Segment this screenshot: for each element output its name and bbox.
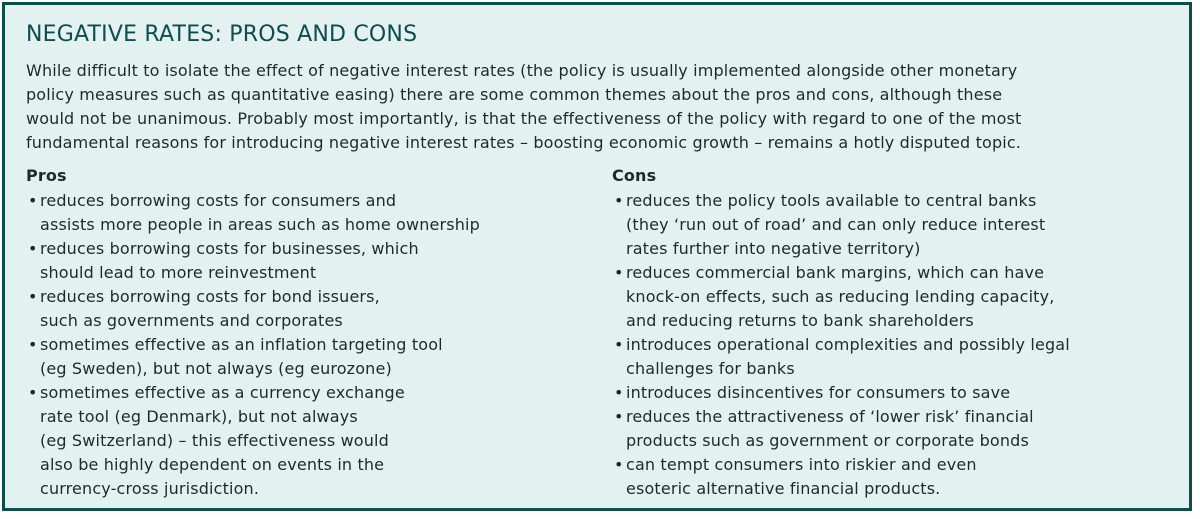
list-item-line: reduces the policy tools available to ce… <box>626 191 1037 210</box>
intro-line: would not be unanimous. Probably most im… <box>26 109 1022 128</box>
list-item-line: sometimes effective as a currency exchan… <box>40 383 405 402</box>
cons-column: Cons • reduces the policy tools available… <box>612 164 1182 501</box>
list-item-line: also be highly dependent on events in th… <box>40 455 385 474</box>
list-item-line: currency-cross jurisdiction. <box>40 479 260 498</box>
list-item: • sometimes effective as a currency excha… <box>26 381 586 501</box>
list-item-line: (eg Sweden), but not always (eg eurozone… <box>40 359 392 378</box>
list-item: • reduces borrowing costs for consumers a… <box>26 189 586 237</box>
list-item-line: esoteric alternative financial products. <box>626 479 941 498</box>
list-item-line: sometimes effective as an inflation targ… <box>40 335 443 354</box>
pros-cons-panel: NEGATIVE RATES: PROS AND CONS While diff… <box>2 2 1192 511</box>
list-item-line: rate tool (eg Denmark), but not always <box>40 407 358 426</box>
intro-line: fundamental reasons for introducing nega… <box>26 133 1022 152</box>
list-item: • can tempt consumers into riskier and ev… <box>612 453 1182 501</box>
list-item-line: can tempt consumers into riskier and eve… <box>626 455 977 474</box>
list-item-line: reduces borrowing costs for businesses, … <box>40 239 419 258</box>
list-item-line: and reducing returns to bank shareholder… <box>626 311 974 330</box>
list-item: • sometimes effective as an inflation tar… <box>26 333 586 381</box>
list-item: • reduces borrowing costs for businesses,… <box>26 237 586 285</box>
bullet-icon: • <box>28 287 38 306</box>
bullet-icon: • <box>28 191 38 210</box>
bullet-icon: • <box>614 335 624 354</box>
list-item: • reduces borrowing costs for bond issuer… <box>26 285 586 333</box>
bullet-icon: • <box>614 455 624 474</box>
list-item-line: introduces operational complexities and … <box>626 335 1070 354</box>
list-item-line: products such as government or corporate… <box>626 431 1029 450</box>
list-item: • reduces the policy tools available to c… <box>612 189 1182 261</box>
list-item-line: introduces disincentives for consumers t… <box>626 383 1011 402</box>
list-item-line: assists more people in areas such as hom… <box>40 215 480 234</box>
bullet-icon: • <box>614 263 624 282</box>
list-item-line: (eg Switzerland) – this effectiveness wo… <box>40 431 389 450</box>
bullet-icon: • <box>28 335 38 354</box>
list-item-line: reduces the attractiveness of ‘lower ris… <box>626 407 1034 426</box>
list-item: • reduces the attractiveness of ‘lower ri… <box>612 405 1182 453</box>
list-item-line: challenges for banks <box>626 359 795 378</box>
list-item-line: should lead to more reinvestment <box>40 263 317 282</box>
panel-title: NEGATIVE RATES: PROS AND CONS <box>26 22 418 47</box>
bullet-icon: • <box>614 383 624 402</box>
pros-column: Pros • reduces borrowing costs for consum… <box>26 164 586 501</box>
intro-line: policy measures such as quantitative eas… <box>26 85 1003 104</box>
list-item: • reduces commercial bank margins, which … <box>612 261 1182 333</box>
list-item-line: rates further into negative territory) <box>626 239 921 258</box>
list-item-line: knock-on effects, such as reducing lendi… <box>626 287 1055 306</box>
cons-heading: Cons <box>612 166 657 185</box>
cons-list: • reduces the policy tools available to c… <box>612 189 1182 501</box>
intro-paragraph: While difficult to isolate the effect of… <box>26 59 1176 155</box>
bullet-icon: • <box>614 407 624 426</box>
bullet-icon: • <box>28 383 38 402</box>
list-item-line: reduces commercial bank margins, which c… <box>626 263 1045 282</box>
list-item: • introduces disincentives for consumers … <box>612 381 1182 405</box>
list-item-line: such as governments and corporates <box>40 311 343 330</box>
pros-list: • reduces borrowing costs for consumers a… <box>26 189 586 501</box>
list-item-line: reduces borrowing costs for bond issuers… <box>40 287 380 306</box>
bullet-icon: • <box>28 239 38 258</box>
pros-heading: Pros <box>26 166 67 185</box>
intro-line: While difficult to isolate the effect of… <box>26 61 1018 80</box>
bullet-icon: • <box>614 191 624 210</box>
list-item-line: reduces borrowing costs for consumers an… <box>40 191 397 210</box>
list-item: • introduces operational complexities and… <box>612 333 1182 381</box>
list-item-line: (they ‘run out of road’ and can only red… <box>626 215 1046 234</box>
